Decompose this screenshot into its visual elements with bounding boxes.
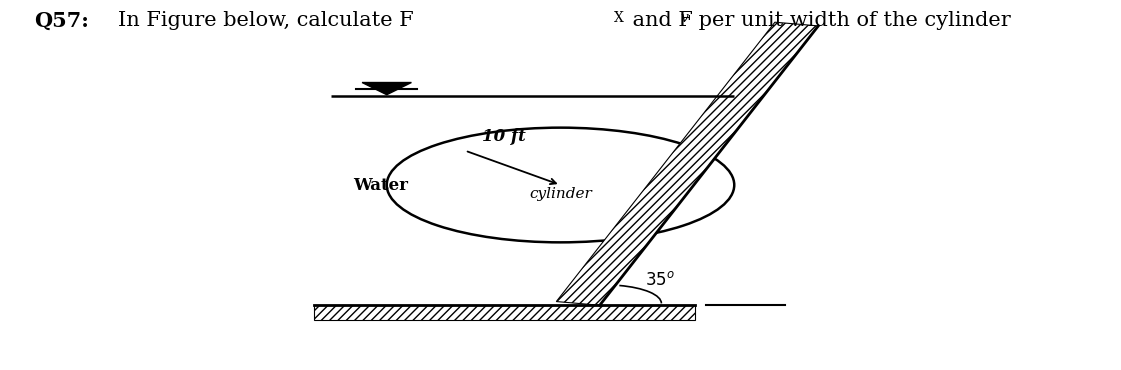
Text: 10 ft: 10 ft <box>482 128 526 145</box>
Text: $35^o$: $35^o$ <box>645 270 675 289</box>
Text: Water: Water <box>353 176 408 194</box>
Polygon shape <box>314 305 695 320</box>
Polygon shape <box>362 83 411 95</box>
Text: and F: and F <box>626 11 693 30</box>
Text: cylinder: cylinder <box>529 186 592 201</box>
Text: Q57:: Q57: <box>34 11 89 31</box>
Text: In Figure below, calculate F: In Figure below, calculate F <box>118 11 414 30</box>
Text: v: v <box>680 11 688 25</box>
Text: X: X <box>614 11 624 25</box>
Polygon shape <box>556 22 818 305</box>
Text: per unit width of the cylinder: per unit width of the cylinder <box>692 11 1010 30</box>
